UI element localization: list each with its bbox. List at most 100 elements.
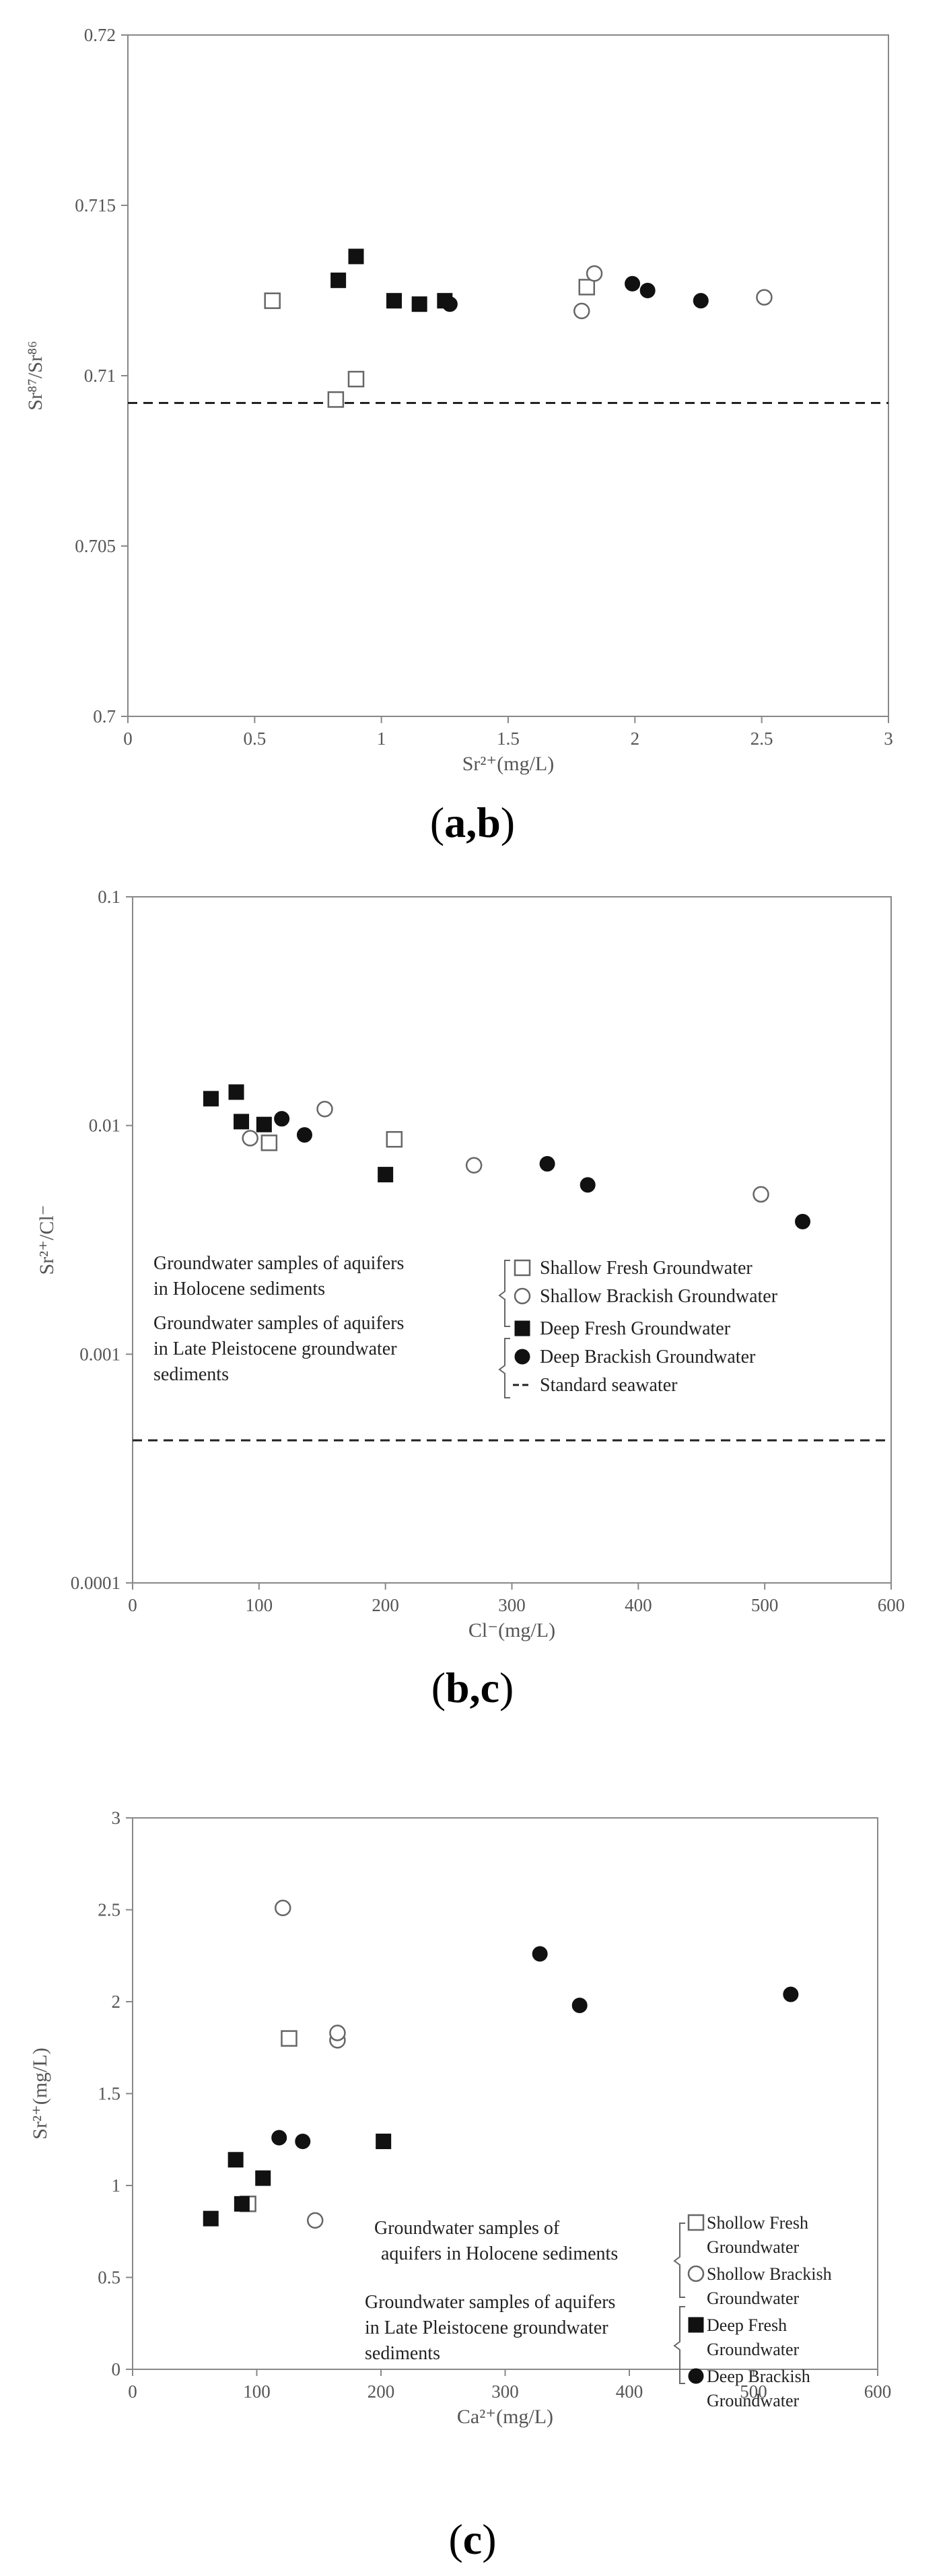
y-tick-label: 0.705 [75,536,116,556]
data-point-filled-circle [795,1213,811,1229]
data-point-filled-circle [296,1127,312,1143]
chart-b: 0 100 200 300 400 500 600 0.0001 0.001 0.01 0.1 Cl⁻… [36,887,905,1641]
data-point-filled-circle [532,1946,548,1962]
x-tick-label: 500 [751,1595,779,1615]
data-point-open-square [264,292,281,309]
legend-entry-line1: Shollow Fresh [707,2213,808,2233]
legend-group-2-line2: in Late Pleistocene groundwater [365,2317,608,2338]
data-point-open-square [386,1130,403,1148]
y-axis-label: Sr⁸⁷/Sr⁸⁶ [24,341,46,411]
plot-frame [132,1817,878,2370]
legend-bracket-2 [498,1338,510,1398]
y-tick-label: 1 [112,2175,121,2196]
chart-a: 0 0.5 1 1.5 2 2.5 3 0.7 0.705 0.71 0.715 0.72 Sr²⁺(m… [24,25,893,775]
legend-entry-line2: Groundwater [707,2289,800,2308]
y-tick-label: 0.001 [79,1344,120,1364]
x-tick-label: 400 [616,2381,643,2402]
x-tick-label: 0 [123,728,133,749]
x-tick-label: 1 [377,728,386,749]
legend-group-2-line1: Groundwater samples of aquifers [365,2292,615,2313]
y-tick-label: 0.71 [84,366,116,386]
legend-marker-open-square [514,1259,531,1277]
legend-marker-open-circle [514,1287,531,1305]
x-tick-label: 0.5 [243,728,266,749]
legend-entry: Shallow Brackish Groundwater [540,1286,778,1307]
data-point-filled-square [228,2152,244,2168]
legend-entry-line2: Groundwater [707,2340,800,2359]
x-axis-label: Ca²⁺(mg/L) [457,2406,553,2428]
x-tick-label: 3 [884,728,893,749]
data-point-filled-square [234,1114,250,1130]
legend-marker-filled-circle [688,2368,704,2384]
data-point-filled-square [234,2196,250,2212]
x-tick-label: 200 [372,1595,399,1615]
legend-group-1-line1: Groundwater samples of aquifers [153,1253,404,1274]
data-point-open-circle [274,1899,291,1917]
y-tick-label: 0.1 [98,887,120,907]
caption-a: (a,b) [429,799,516,846]
legend-entry-line1: Deep Brackish [707,2367,810,2386]
data-point-open-circle [316,1101,333,1118]
data-point-filled-square [348,248,364,265]
data-point-filled-square [378,1167,394,1183]
data-point-open-circle [306,2212,324,2229]
plot-frame [127,34,889,717]
data-point-open-circle [465,1157,483,1174]
data-point-filled-square [256,1116,272,1132]
x-tick-label: 600 [864,2381,892,2402]
data-point-filled-circle [625,275,641,292]
data-point-filled-circle [639,283,656,298]
legend-entry-line2: Groundwater [707,2391,800,2410]
y-tick-label: 0.01 [89,1116,120,1136]
data-point-filled-circle [693,293,709,309]
data-point-filled-square [255,2170,271,2186]
x-tick-label: 100 [246,1595,273,1615]
y-tick-label: 0.7 [93,706,116,726]
legend-marker-filled-circle [514,1349,530,1365]
x-tick-label: 100 [243,2381,271,2402]
data-point-open-circle [756,289,773,306]
data-point-filled-square [203,2210,219,2227]
data-point-open-square [347,370,365,388]
data-point-filled-square [376,2133,392,2149]
legend-group-1-line1: Groundwater samples of [374,2218,560,2239]
data-point-filled-square [203,1091,219,1107]
data-point-open-square [281,2030,298,2047]
data-point-filled-circle [783,1986,799,2002]
y-tick-label: 0.715 [75,195,116,215]
data-point-open-circle [573,302,590,320]
data-point-open-circle [242,1130,258,1147]
x-tick-label: 200 [368,2381,395,2402]
legend-group-1-line2: aquifers in Holocene sediments [381,2243,618,2264]
data-point-filled-circle [442,296,458,312]
data-point-filled-circle [539,1156,555,1172]
x-tick-label: 1.5 [497,728,520,749]
data-point-filled-square [411,296,427,312]
legend-entry-line1: Shollow Brackish [707,2264,832,2284]
data-point-filled-circle [571,1997,588,2013]
x-tick-label: 2 [631,728,640,749]
data-point-filled-circle [271,2130,287,2146]
legend-group-2-line3: sediments [365,2343,440,2364]
y-axis-label: Sr²⁺(mg/L) [29,2047,51,2139]
y-tick-label: 3 [112,1808,121,1828]
x-tick-label: 0 [128,1595,137,1615]
legend-bracket-1 [498,1260,510,1327]
x-tick-label: 0 [128,2381,137,2402]
legend-bracket-1 [673,2223,685,2298]
data-point-open-circle [329,2025,346,2041]
legend-entry: Shallow Fresh Groundwater [540,1258,753,1279]
data-point-open-square [578,279,596,296]
x-tick-label: 300 [491,2381,519,2402]
legend-entry: Deep Brackish Groundwater [540,1347,756,1367]
data-point-filled-square [228,1084,244,1100]
y-axis-label: Sr²⁺/Cl⁻ [36,1205,58,1275]
x-tick-label: 500 [740,2381,767,2402]
legend-entry: Deep Fresh Groundwater [540,1318,731,1339]
data-point-filled-circle [274,1111,290,1127]
chart-c: 0 100 200 300 400 500 600 0 0.5 1 1.5 2 2.5 3 Ca²⁺(mg/… [29,1808,892,2428]
legend-marker-open-circle [687,2265,705,2282]
legend-entry-line1: Deep Fresh [707,2315,787,2335]
x-tick-label: 600 [878,1595,905,1615]
data-point-filled-square [386,293,402,309]
